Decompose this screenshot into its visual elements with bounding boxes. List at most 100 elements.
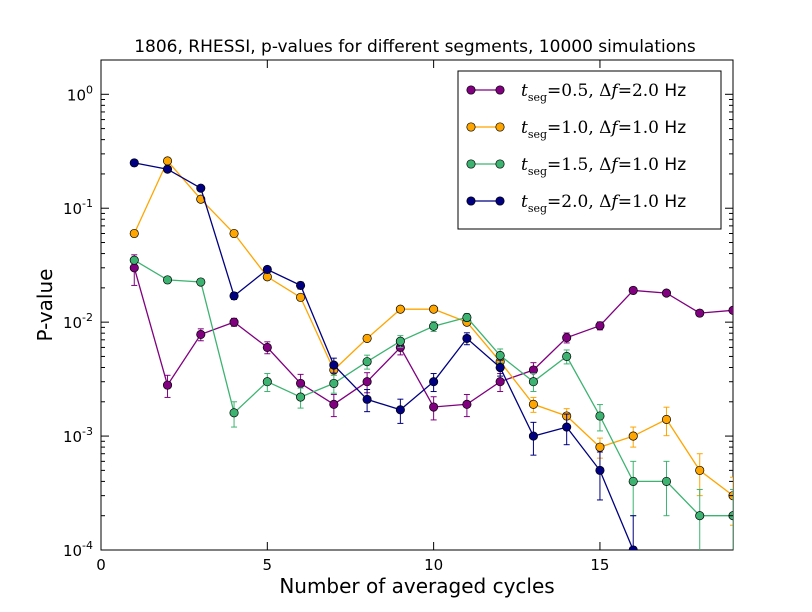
data-point — [462, 399, 472, 409]
legend-entry: tseg=1.0, Δf=1.0 Hz — [466, 118, 686, 141]
y-tick-label: 100 — [67, 83, 93, 104]
x-axis-label: Number of averaged cycles — [279, 574, 554, 598]
data-point — [129, 158, 139, 168]
data-point — [262, 264, 272, 275]
data-point — [262, 377, 272, 387]
data-point — [196, 183, 206, 193]
data-point — [296, 280, 306, 290]
data-point — [129, 263, 139, 273]
data-point — [695, 465, 705, 475]
data-point — [562, 333, 572, 343]
data-point — [162, 275, 173, 285]
data-point — [595, 411, 605, 421]
legend-label: tseg=2.0, Δf=1.0 Hz — [521, 192, 686, 215]
series-2 — [129, 156, 733, 526]
data-point — [296, 392, 306, 402]
y-tick-label: 10-3 — [63, 425, 93, 446]
data-point — [429, 321, 439, 331]
legend-marker — [495, 122, 505, 132]
data-point — [196, 277, 206, 287]
series-line — [134, 162, 634, 550]
data-point — [595, 442, 605, 452]
series-1 — [129, 254, 733, 421]
legend-marker — [495, 85, 505, 95]
legend-entry: tseg=0.5, Δf=2.0 Hz — [466, 81, 686, 104]
data-point — [329, 399, 339, 409]
legend-label: tseg=0.5, Δf=2.0 Hz — [521, 81, 686, 104]
data-point — [429, 402, 439, 412]
y-tick-label: 10-1 — [63, 197, 93, 218]
data-point — [528, 365, 538, 375]
y-axis-label: P-value — [33, 269, 57, 342]
data-point — [229, 408, 239, 418]
data-point — [362, 377, 372, 387]
x-tick-label: 0 — [96, 556, 106, 574]
data-point — [595, 465, 605, 475]
data-point — [296, 378, 306, 388]
data-point — [362, 357, 372, 367]
data-point — [462, 312, 472, 322]
legend-entry: tseg=1.5, Δf=1.0 Hz — [466, 155, 686, 178]
data-point — [695, 511, 705, 521]
data-point — [495, 350, 505, 361]
data-point — [628, 285, 638, 295]
x-tick-label: 5 — [263, 556, 273, 574]
data-point — [229, 291, 239, 301]
data-point — [528, 377, 538, 387]
data-point — [628, 545, 638, 550]
data-point — [628, 476, 638, 486]
series-4 — [129, 158, 638, 550]
y-tick-label: 10-4 — [63, 539, 93, 560]
x-tick-label: 10 — [424, 556, 443, 574]
data-point — [695, 308, 705, 318]
axis-ticks: 0 5 10 15 10-4 10-3 10-2 10-1 100 — [63, 59, 733, 574]
data-point — [661, 288, 672, 298]
data-point — [429, 377, 439, 387]
y-tick-label: 10-2 — [63, 311, 93, 332]
data-point — [395, 304, 405, 314]
data-point — [229, 317, 239, 327]
data-point — [661, 414, 672, 424]
data-point — [495, 377, 505, 387]
series-layer — [129, 156, 733, 550]
data-point — [329, 360, 339, 370]
data-point — [562, 422, 572, 432]
plot-area — [100, 59, 734, 551]
data-point — [229, 228, 239, 239]
data-point — [462, 333, 472, 343]
data-point — [129, 255, 139, 265]
data-point — [595, 321, 605, 331]
data-point — [296, 292, 306, 302]
data-point — [395, 336, 405, 346]
legend-marker — [466, 196, 476, 206]
data-point — [129, 228, 139, 239]
data-point — [162, 156, 173, 166]
data-point — [429, 304, 439, 314]
series-3 — [129, 255, 733, 550]
x-tick-label: 15 — [590, 556, 609, 574]
data-point — [162, 380, 173, 390]
legend-marker — [466, 85, 476, 95]
data-point — [262, 342, 272, 352]
data-point — [329, 378, 339, 388]
chart-title: 1806, RHESSI, p-values for different seg… — [134, 37, 696, 57]
legend-marker — [495, 159, 505, 169]
data-point — [495, 362, 505, 373]
data-point — [196, 329, 206, 339]
data-point — [362, 333, 372, 343]
legend-entry: tseg=2.0, Δf=1.0 Hz — [466, 192, 686, 215]
data-point — [562, 351, 572, 361]
data-point — [728, 305, 733, 315]
data-point — [362, 394, 372, 404]
legend-marker — [466, 122, 476, 132]
data-point — [661, 476, 672, 486]
data-point — [528, 431, 538, 441]
data-point — [395, 405, 405, 415]
data-point — [162, 164, 173, 174]
legend-marker — [495, 196, 505, 206]
legend-marker — [466, 159, 476, 169]
data-point — [628, 431, 638, 441]
legend: tseg=0.5, Δf=2.0 Hz tseg=1.0, Δf=1.0 Hz ts… — [457, 70, 722, 230]
data-point — [528, 399, 538, 409]
